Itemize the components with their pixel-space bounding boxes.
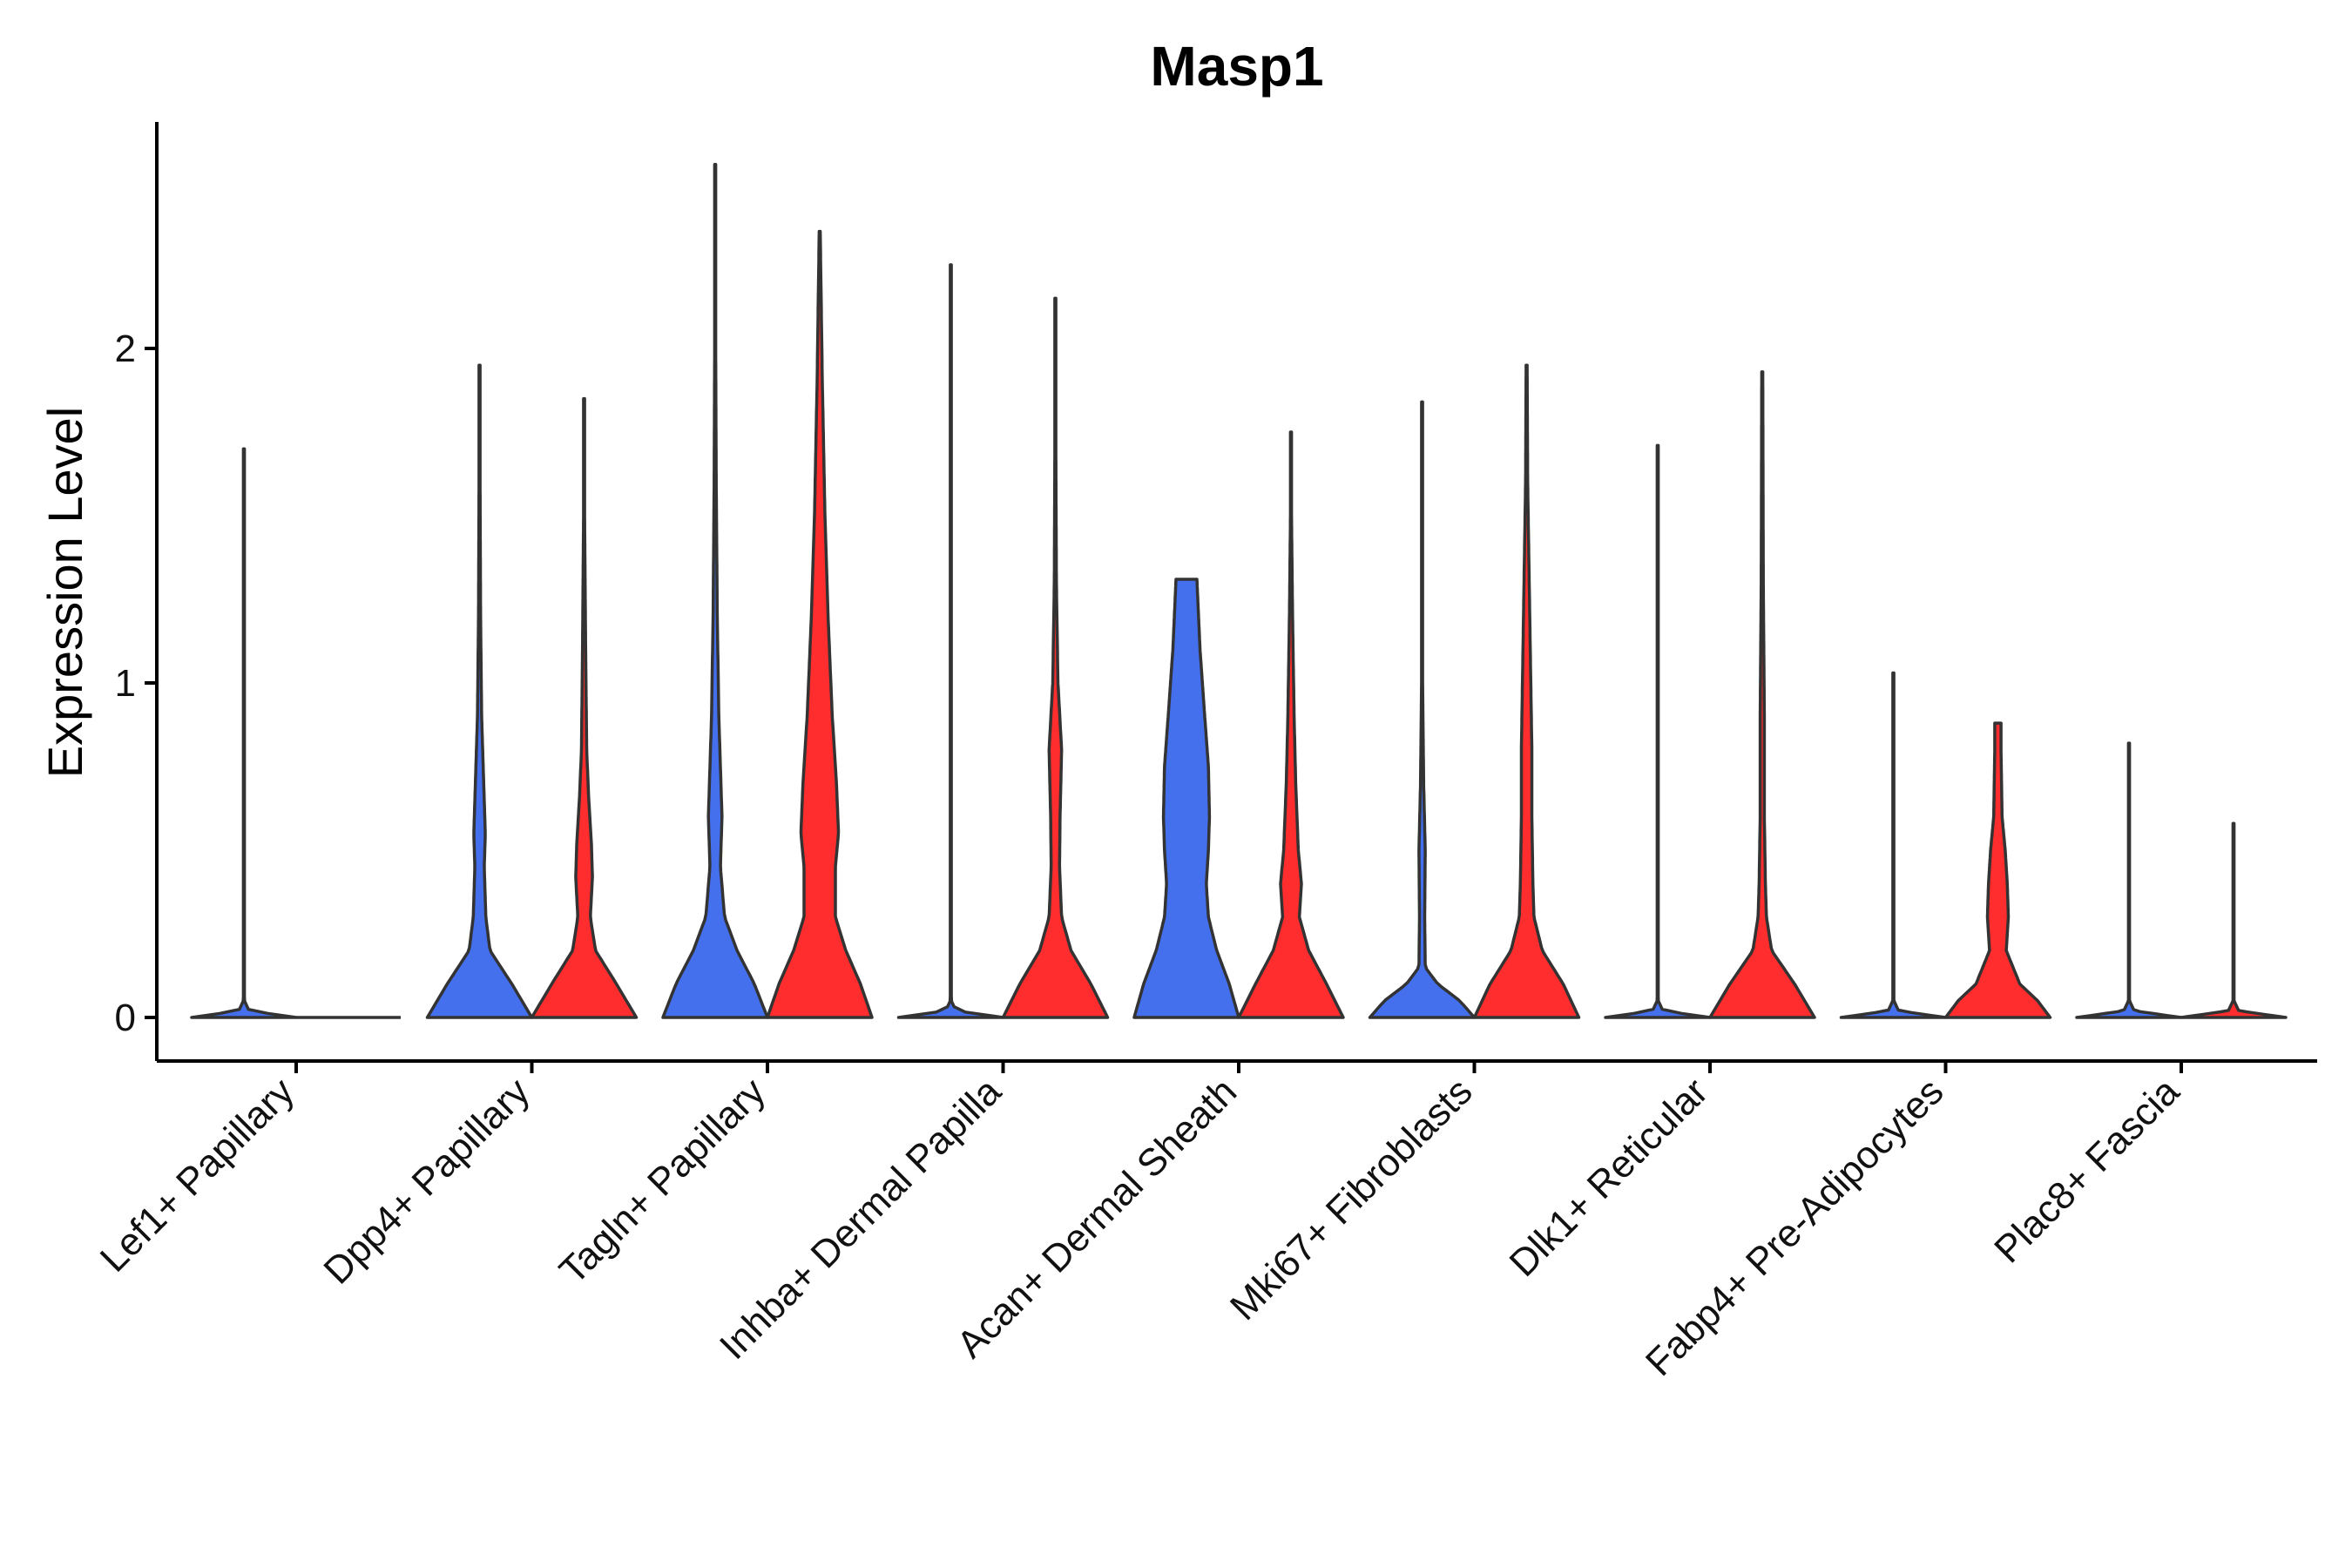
y-ticks: 0 1 2 xyxy=(115,328,157,1039)
y-tick-label: 2 xyxy=(115,328,136,370)
y-tick-label: 0 xyxy=(115,997,136,1039)
violin-fabp4-pre-adipocytes-group2 xyxy=(1943,721,2052,1019)
violin-dlk1-reticular-group2 xyxy=(1708,370,1816,1019)
violin-fabp4-pre-adipocytes-group1 xyxy=(1839,671,1948,1019)
violin-acan-dermal-sheath-group1 xyxy=(1132,578,1240,1019)
violin-lef1-papillary-group1 xyxy=(190,447,298,1019)
violin-mki67-fibroblasts-group1 xyxy=(1368,400,1477,1019)
x-tick-label: Tagln+ Papillary xyxy=(551,1070,774,1292)
y-axis-label: Expression Level xyxy=(37,407,92,778)
violin-dlk1-reticular-group1 xyxy=(1604,443,1712,1019)
violin-acan-dermal-sheath-group2 xyxy=(1237,430,1345,1019)
x-tick-label: Dpp4+ Papillary xyxy=(315,1070,537,1292)
violin-tagln-papillary-group2 xyxy=(766,229,874,1019)
violin-dpp4-papillary-group2 xyxy=(530,396,639,1019)
x-tick-label: Dlk1+ Reticular xyxy=(1502,1070,1716,1284)
violin-mki67-fibroblasts-group2 xyxy=(1472,363,1581,1019)
violin-dpp4-papillary-group1 xyxy=(425,363,534,1019)
x-tick-label: Lef1+ Papillary xyxy=(92,1070,302,1280)
x-tick-label: Plac8+ Fascia xyxy=(1986,1070,2187,1271)
x-ticks: Lef1+ Papillary Dpp4+ Papillary Tagln+ Pap… xyxy=(92,1061,2187,1384)
violin-layer xyxy=(190,163,2288,1019)
x-tick-label: Mki67+ Fibroblasts xyxy=(1222,1070,1481,1328)
violin-inhba-dermal-papilla-group1 xyxy=(896,263,1005,1019)
y-tick-label: 1 xyxy=(115,662,136,705)
violin-inhba-dermal-papilla-group2 xyxy=(1001,296,1110,1019)
violin-plac8-fascia-group1 xyxy=(2075,741,2183,1019)
violin-tagln-papillary-group1 xyxy=(661,163,769,1019)
chart-title: Masp1 xyxy=(1150,35,1323,98)
violin-plac8-fascia-group2 xyxy=(2180,821,2288,1019)
